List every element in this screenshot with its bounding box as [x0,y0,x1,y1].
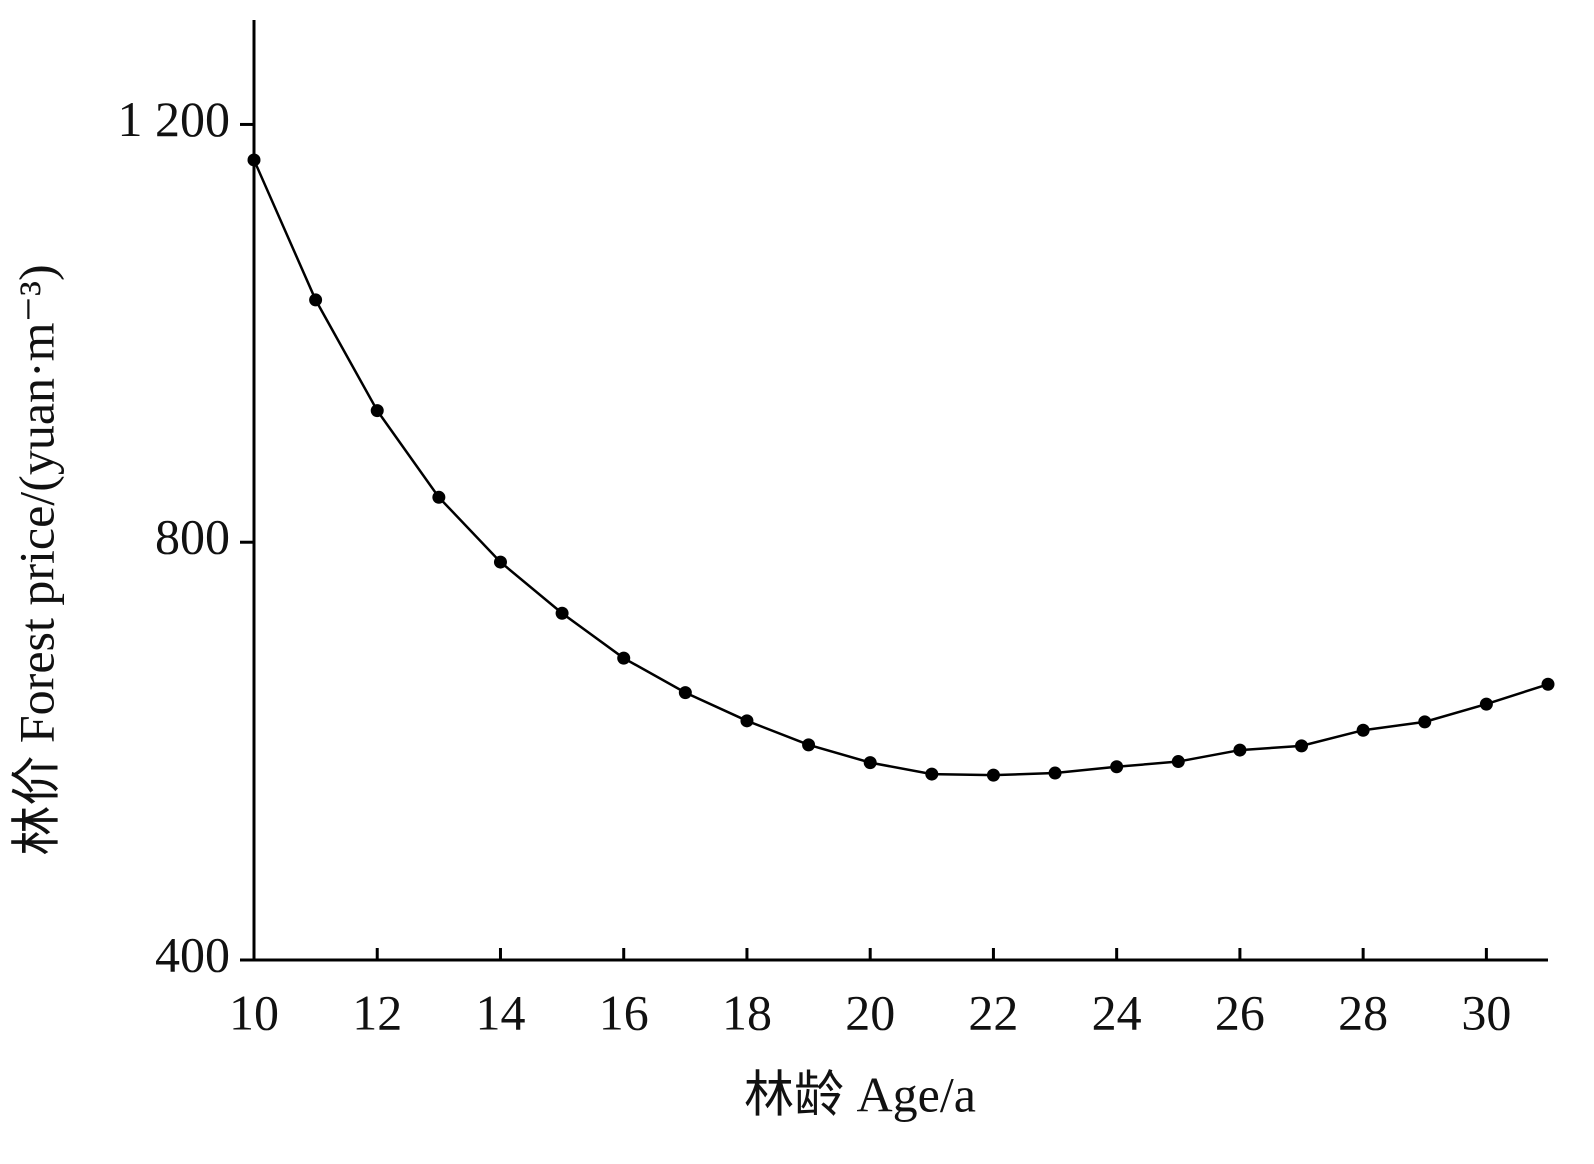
data-point [432,490,446,504]
data-point [986,768,1000,782]
y-axis-label: 林价 Forest price/(yuan·m⁻³) [8,264,64,855]
data-point [617,651,631,665]
x-tick-label: 24 [1092,984,1142,1040]
x-tick-label: 16 [599,984,649,1040]
data-point [1418,715,1432,729]
data-point [1110,760,1124,774]
data-point [1171,755,1185,769]
data-point [802,738,816,752]
x-tick-label: 12 [352,984,402,1040]
data-point [247,153,261,167]
data-point [740,714,754,728]
data-point [925,767,939,781]
x-tick-label: 28 [1338,984,1388,1040]
data-point [1541,677,1555,691]
data-point [863,756,877,770]
y-tick-label: 800 [155,509,230,565]
x-tick-label: 10 [229,984,279,1040]
x-tick-label: 22 [968,984,1018,1040]
data-point [1048,766,1062,780]
y-tick-label: 1 200 [118,91,231,147]
x-tick-label: 30 [1461,984,1511,1040]
data-point [1233,743,1247,757]
x-tick-label: 20 [845,984,895,1040]
data-point [1479,697,1493,711]
x-tick-label: 26 [1215,984,1265,1040]
data-point [1356,723,1370,737]
x-tick-label: 14 [475,984,525,1040]
data-point [309,293,323,307]
data-point [370,404,384,418]
x-axis-label: 林龄 Age/a [744,1066,976,1122]
data-point [493,555,507,569]
data-point [555,606,569,620]
data-point [1295,739,1309,753]
y-tick-label: 400 [155,926,230,982]
x-tick-label: 18 [722,984,772,1040]
data-line [252,159,1549,777]
data-point [678,686,692,700]
